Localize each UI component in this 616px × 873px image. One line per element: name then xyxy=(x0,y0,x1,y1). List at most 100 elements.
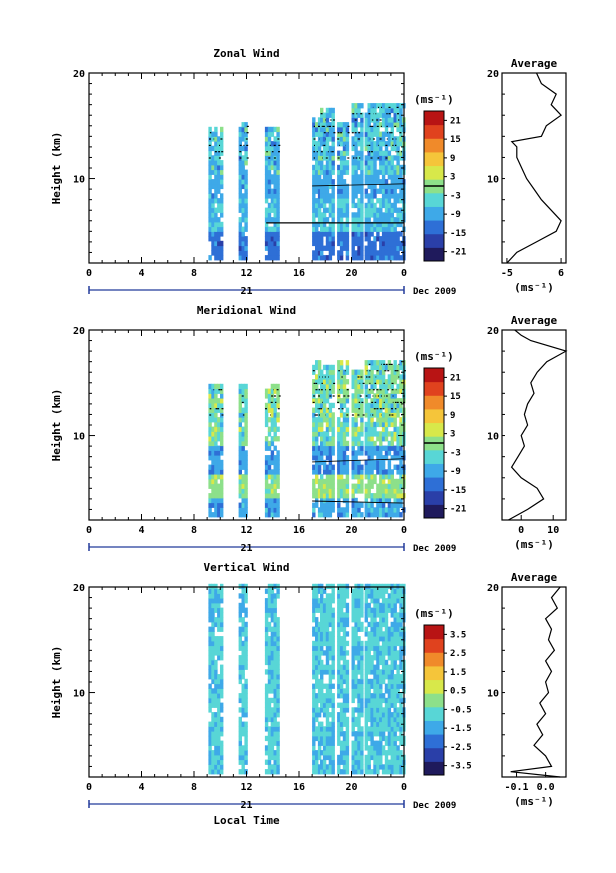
heatmap-cell xyxy=(208,388,212,394)
heatmap-cell xyxy=(373,655,377,661)
heatmap-cell xyxy=(315,626,319,632)
heatmap-cell xyxy=(396,145,400,152)
heatmap-cell xyxy=(390,721,394,727)
heatmap-cell xyxy=(331,621,335,628)
heatmap-cell xyxy=(360,141,364,147)
heatmap-cell xyxy=(270,236,275,242)
heatmap-cell xyxy=(354,693,358,699)
heatmap-cell xyxy=(337,221,341,228)
heatmap-cell xyxy=(370,402,374,409)
heatmap-cell xyxy=(373,255,377,261)
heatmap-cell xyxy=(214,607,218,613)
heatmap-cell xyxy=(208,769,212,775)
contour-mark xyxy=(313,382,316,384)
heatmap-cell xyxy=(364,217,368,223)
heatmap-cell xyxy=(320,179,324,185)
heatmap-cell xyxy=(217,160,221,166)
heatmap-cell xyxy=(364,364,368,371)
heatmap-cell xyxy=(320,193,324,199)
heatmap-cell xyxy=(337,497,341,504)
heatmap-cell xyxy=(357,103,361,109)
heatmap-cell xyxy=(357,131,361,137)
heatmap-cell xyxy=(325,431,330,437)
heatmap-cell xyxy=(325,407,330,413)
heatmap-cell xyxy=(351,212,355,218)
heatmap-cell xyxy=(244,721,248,727)
heatmap-cell xyxy=(320,412,324,418)
heatmap-cell xyxy=(396,726,400,732)
heatmap-cell xyxy=(337,122,341,128)
heatmap-cell xyxy=(339,469,344,475)
heatmap-cell xyxy=(241,593,245,599)
heatmap-cell xyxy=(320,388,324,394)
heatmap-cell xyxy=(214,169,218,175)
heatmap-cell xyxy=(320,669,324,675)
heatmap-cell xyxy=(244,464,248,470)
heatmap-cell xyxy=(384,726,389,732)
heatmap-cell xyxy=(399,459,403,466)
heatmap-cell xyxy=(379,374,383,380)
heatmap-cell xyxy=(238,179,242,185)
heatmap-cell xyxy=(370,678,374,685)
contour-mark xyxy=(358,401,361,403)
heatmap-cell xyxy=(312,450,316,456)
heatmap-cell xyxy=(360,740,364,746)
heatmap-cell xyxy=(342,617,347,623)
heatmap-cell xyxy=(315,245,319,251)
heatmap-cell xyxy=(384,412,389,418)
heatmap-cell xyxy=(339,493,344,499)
heatmap-cell xyxy=(312,202,316,209)
heatmap-cell xyxy=(312,721,316,727)
heatmap-cell xyxy=(214,740,218,746)
heatmap-cell xyxy=(264,497,269,504)
heatmap-cell xyxy=(351,145,355,152)
heatmap-cell xyxy=(364,731,368,737)
heatmap-cell xyxy=(320,117,324,123)
heatmap-cell xyxy=(264,588,269,594)
heatmap-cell xyxy=(376,669,380,675)
heatmap-cell xyxy=(367,621,371,628)
heatmap-cell xyxy=(373,726,377,732)
heatmap-cell xyxy=(381,712,386,718)
heatmap-cell xyxy=(317,735,322,742)
heatmap-cell xyxy=(220,402,224,409)
heatmap-cell xyxy=(393,764,397,770)
heatmap-cell xyxy=(331,374,335,380)
heatmap-cell xyxy=(345,183,350,190)
heatmap-cell xyxy=(399,440,403,447)
heatmap-cell xyxy=(339,141,344,147)
heatmap-cell xyxy=(208,193,212,199)
contour-mark xyxy=(376,119,379,121)
heatmap-cell xyxy=(320,659,324,666)
heatmap-cell xyxy=(328,640,333,647)
heatmap-cell xyxy=(244,493,248,499)
heatmap-cell xyxy=(312,731,316,737)
heatmap-cell xyxy=(320,478,324,485)
heatmap-cell xyxy=(364,164,368,171)
heatmap-cell xyxy=(357,107,361,114)
heatmap-cell xyxy=(360,702,364,708)
heatmap-cell xyxy=(264,493,269,499)
heatmap-cell xyxy=(331,764,335,770)
heatmap-cell xyxy=(276,450,280,456)
heatmap-cell xyxy=(214,659,218,666)
heatmap-cell xyxy=(360,126,364,133)
heatmap-cell xyxy=(317,369,322,375)
heatmap-cell xyxy=(379,379,383,385)
heatmap-cell xyxy=(328,493,333,499)
heatmap-cell xyxy=(270,202,275,209)
heatmap-cell xyxy=(317,745,322,751)
heatmap-cell xyxy=(387,117,392,123)
heatmap-cell xyxy=(276,631,280,637)
contour-mark xyxy=(242,414,245,416)
heatmap-cell xyxy=(379,697,383,704)
heatmap-cell xyxy=(331,421,335,428)
contour-mark xyxy=(333,382,336,384)
heatmap-cell xyxy=(390,212,394,218)
heatmap-cell xyxy=(360,145,364,152)
heatmap-cell xyxy=(393,478,397,485)
heatmap-cell xyxy=(379,702,383,708)
heatmap-cell xyxy=(331,464,335,470)
heatmap-cell xyxy=(264,393,269,399)
